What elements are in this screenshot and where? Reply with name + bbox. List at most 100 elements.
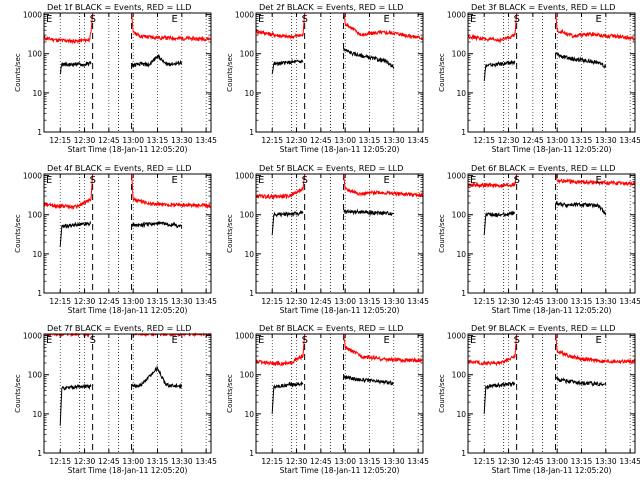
events-series-line (131, 53, 183, 68)
x-axis-label: Start Time (18-Jan-11 12:05:20) (280, 306, 400, 315)
x-axis-label: Start Time (18-Jan-11 12:05:20) (492, 145, 612, 154)
chart-title: Det 5f BLACK = Events, RED = LLD (259, 163, 403, 173)
x-tick-label: 12:15 (49, 136, 71, 145)
x-tick-label: 13:30 (171, 297, 193, 306)
chart-title: Det 9f BLACK = Events, RED = LLD (471, 323, 615, 333)
y-tick-label: 10 (32, 250, 42, 259)
y-tick-label: 10 (244, 89, 254, 98)
x-tick-label: 13:45 (195, 457, 217, 466)
x-tick-label: 12:15 (261, 297, 283, 306)
x-tick-label: 13:00 (334, 297, 356, 306)
events-series-line (131, 220, 183, 229)
x-tick-label: 13:00 (334, 457, 356, 466)
events-series-line (555, 375, 607, 387)
x-tick-label: 12:30 (286, 457, 308, 466)
x-tick-label: 12:45 (522, 297, 544, 306)
x-tick-label: 13:15 (571, 136, 593, 145)
events-series-line (271, 58, 304, 75)
y-axis-label: Counts/sec (438, 374, 446, 413)
marker-label: S (514, 14, 520, 25)
plot-frame (43, 333, 212, 454)
chart-panel: Det 9f BLACK = Events, RED = LLD E S E 1 10 10… (438, 323, 640, 475)
x-tick-label: 12:30 (74, 457, 96, 466)
marker-label: E (384, 14, 390, 25)
events-series-line (59, 60, 92, 75)
x-tick-label: 12:15 (49, 297, 71, 306)
y-tick-label: 1 (37, 449, 42, 458)
y-tick-label: 1000 (235, 11, 254, 20)
marker-label: S (90, 335, 96, 346)
chart-title: Det 4f BLACK = Events, RED = LLD (47, 163, 191, 173)
y-tick-label: 1000 (235, 332, 254, 341)
y-tick-label: 1000 (23, 172, 42, 181)
y-tick-label: 1 (249, 289, 254, 298)
y-tick-label: 1000 (235, 172, 254, 181)
lld-series-line (467, 173, 518, 189)
marker-label: E (596, 335, 602, 346)
x-tick-label: 13:45 (407, 457, 429, 466)
y-tick-label: 1 (37, 289, 42, 298)
y-axis-label: Counts/sec (14, 53, 22, 92)
chart-panel: Det 4f BLACK = Events, RED = LLD E S E 1 10 10… (14, 163, 217, 315)
y-axis-label: Counts/sec (14, 214, 22, 253)
x-tick-label: 12:30 (498, 457, 520, 466)
lld-series-line (43, 173, 94, 211)
x-tick-label: 12:30 (286, 297, 308, 306)
y-tick-label: 1000 (23, 11, 42, 20)
x-tick-label: 13:00 (122, 457, 144, 466)
y-tick-label: 100 (452, 371, 467, 380)
x-tick-label: 13:30 (595, 136, 617, 145)
x-tick-label: 12:30 (498, 136, 520, 145)
chart-title: Det 6f BLACK = Events, RED = LLD (471, 163, 615, 173)
x-axis-label: Start Time (18-Jan-11 12:05:20) (492, 466, 612, 475)
plot-frame (255, 173, 424, 294)
marker-label: E (470, 175, 476, 186)
x-axis-label: Start Time (18-Jan-11 12:05:20) (280, 466, 400, 475)
events-series-line (555, 51, 607, 69)
chart-title: Det 7f BLACK = Events, RED = LLD (47, 323, 191, 333)
y-tick-label: 10 (244, 410, 254, 419)
x-tick-label: 12:15 (473, 136, 495, 145)
plot-frame (255, 12, 424, 133)
plot-frame (43, 12, 212, 133)
x-tick-label: 12:30 (74, 136, 96, 145)
x-tick-label: 12:45 (98, 457, 120, 466)
plot-frame (467, 333, 636, 454)
events-series-line (343, 47, 395, 70)
chart-title: Det 8f BLACK = Events, RED = LLD (259, 323, 403, 333)
y-tick-label: 10 (456, 89, 466, 98)
y-tick-label: 1 (37, 128, 42, 137)
y-tick-label: 100 (240, 371, 255, 380)
y-tick-label: 100 (240, 50, 255, 59)
marker-label: E (384, 175, 390, 186)
y-axis-label: Counts/sec (226, 374, 234, 413)
x-tick-label: 12:45 (98, 136, 120, 145)
marker-label: S (302, 175, 308, 186)
x-tick-label: 13:15 (147, 297, 169, 306)
y-tick-label: 1 (249, 449, 254, 458)
x-tick-label: 13:30 (383, 136, 405, 145)
x-tick-label: 13:45 (619, 457, 640, 466)
chart-title: Det 3f BLACK = Events, RED = LLD (471, 2, 615, 12)
events-series-line (131, 365, 183, 389)
lld-series-line (467, 12, 518, 45)
y-tick-label: 1 (461, 449, 466, 458)
x-tick-label: 12:45 (310, 136, 332, 145)
x-tick-label: 12:45 (522, 136, 544, 145)
x-axis-label: Start Time (18-Jan-11 12:05:20) (280, 145, 400, 154)
x-tick-label: 13:15 (571, 457, 593, 466)
events-series-line (483, 381, 516, 414)
x-axis-label: Start Time (18-Jan-11 12:05:20) (492, 306, 612, 315)
x-tick-label: 13:45 (619, 136, 640, 145)
x-tick-label: 13:00 (546, 297, 568, 306)
y-tick-label: 100 (28, 371, 43, 380)
x-tick-label: 13:15 (571, 297, 593, 306)
y-tick-label: 1000 (447, 172, 466, 181)
x-tick-label: 13:00 (122, 136, 144, 145)
chart-panel: Det 8f BLACK = Events, RED = LLD E S E 1 10 10… (226, 323, 429, 475)
marker-label: S (514, 175, 520, 186)
chart-panel: Det 6f BLACK = Events, RED = LLD E S E 1 10 10… (438, 163, 640, 315)
marker-label: E (172, 335, 178, 346)
marker-label: E (46, 175, 52, 186)
lld-series-line (343, 12, 424, 41)
